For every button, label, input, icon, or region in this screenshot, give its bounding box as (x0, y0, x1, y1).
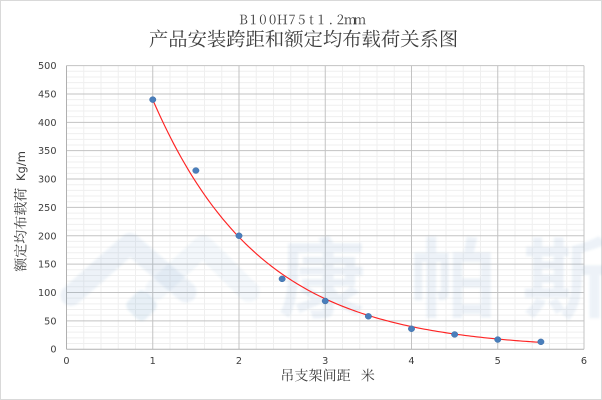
data-point-marker (235, 232, 243, 239)
trendline-curve (152, 99, 541, 343)
y-axis-tick-labels: 0 50 100 150 200 250 300 350 400 450 500 (38, 61, 57, 356)
y-tick-label: 150 (38, 260, 57, 271)
y-tick-label: 450 (38, 89, 57, 100)
y-axis-title-glyphs (13, 188, 27, 272)
x-tick-label: 4 (408, 356, 414, 367)
y-tick-label: 0 (50, 345, 56, 356)
data-point-marker (321, 297, 329, 305)
watermark-logo-diamond (126, 290, 157, 321)
y-tick-label: 200 (38, 231, 57, 242)
y-tick-label: 500 (38, 61, 57, 72)
x-tick-label: 1 (150, 356, 156, 367)
data-point-marker (192, 167, 200, 174)
data-point-marker (408, 325, 415, 332)
watermark-logo (60, 233, 260, 321)
y-tick-label: 250 (38, 203, 57, 214)
x-tick-label: 5 (495, 356, 501, 367)
data-point-marker (537, 338, 545, 346)
x-tick-label: 6 (581, 356, 587, 367)
y-tick-label: 100 (38, 288, 57, 299)
watermark (60, 233, 602, 321)
x-axis-title-glyphs (282, 368, 375, 382)
x-tick-label: 0 (63, 356, 69, 367)
y-tick-label: 300 (38, 175, 57, 186)
chart-title-line1-glyphs (239, 14, 366, 25)
y-tick-label: 400 (38, 118, 57, 129)
watermark-logo-front-chevron (60, 233, 197, 306)
data-point-marker (494, 336, 502, 343)
x-tick-label: 3 (322, 356, 328, 367)
chart-title-line2-glyphs (149, 29, 457, 48)
x-axis-tick-labels: 0 1 2 3 4 5 6 (63, 356, 587, 367)
data-points (149, 96, 545, 346)
y-axis-unit-label: Kg/m (14, 151, 28, 181)
y-tick-label: 350 (38, 146, 57, 157)
watermark-text-glyphs (280, 235, 602, 321)
x-tick-label: 2 (236, 356, 242, 367)
data-point-marker (364, 313, 372, 320)
data-point-marker (278, 275, 286, 283)
y-tick-label: 50 (44, 316, 56, 327)
data-point-marker (149, 96, 157, 103)
data-point-marker (451, 331, 459, 338)
